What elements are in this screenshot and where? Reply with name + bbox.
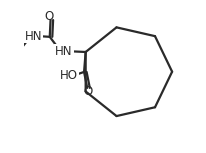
- Text: HN: HN: [55, 45, 73, 58]
- Text: O: O: [44, 10, 53, 23]
- Text: O: O: [83, 85, 92, 98]
- Text: HN: HN: [25, 30, 42, 43]
- Text: HO: HO: [60, 69, 77, 82]
